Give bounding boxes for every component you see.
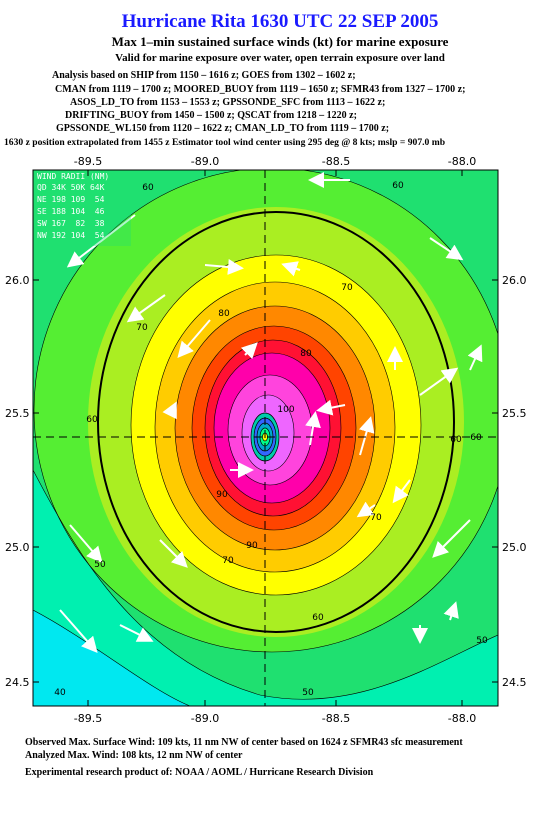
observed-note: Observed Max. Surface Wind: 109 kts, 11 … bbox=[25, 737, 463, 748]
wind-arrow bbox=[432, 519, 471, 558]
credit: Experimental research product of: NOAA /… bbox=[25, 767, 374, 778]
lat-label: 25.5 bbox=[502, 407, 527, 420]
lon-label: -88.5 bbox=[322, 155, 350, 168]
radii-row: NW 192 104 54 bbox=[37, 231, 105, 240]
contour-label: 80 bbox=[300, 349, 312, 359]
analysis-line: ASOS_LD_TO from 1153 – 1553 z; GPSSONDE_… bbox=[70, 97, 385, 108]
band-50 bbox=[33, 470, 498, 706]
wind-arrow bbox=[240, 342, 258, 360]
analysis-line: CMAN from 1119 – 1700 z; MOORED_BUOY fro… bbox=[55, 84, 465, 95]
wind-arrow bbox=[126, 294, 166, 323]
analysis-line: DRIFTING_BUOY from 1450 – 1500 z; QSCAT … bbox=[65, 110, 357, 121]
wind-arrow bbox=[281, 261, 301, 277]
wind-field bbox=[33, 170, 498, 706]
lat-label: 25.0 bbox=[502, 541, 527, 554]
wind-arrow bbox=[159, 539, 188, 568]
wind-arrow bbox=[356, 501, 376, 518]
wind-arrow bbox=[162, 401, 177, 420]
valid-note: Valid for marine exposure over water, op… bbox=[115, 52, 445, 64]
map-frame bbox=[32, 169, 499, 707]
wind-arrow bbox=[204, 259, 244, 275]
radii-row: SE 188 104 46 bbox=[37, 207, 105, 216]
lon-label: -88.0 bbox=[448, 712, 476, 725]
lat-label: 24.5 bbox=[5, 676, 30, 689]
analysis-line: GPSSONDE_WL150 from 1120 – 1622 z; CMAN_… bbox=[56, 123, 389, 134]
radii-header: QD 34K 50K 64K bbox=[37, 183, 105, 192]
contour-label: 90 bbox=[246, 541, 258, 551]
wind-arrow bbox=[305, 411, 321, 446]
radii-title: WIND RADII (NM) bbox=[37, 172, 109, 181]
lat-label: 25.0 bbox=[5, 541, 30, 554]
contour-70 bbox=[97, 211, 455, 633]
lon-label: -89.0 bbox=[191, 155, 219, 168]
wind-arrow bbox=[429, 237, 464, 261]
contour-label: 60 bbox=[470, 433, 482, 443]
lon-label: -88.5 bbox=[322, 712, 350, 725]
contour-label: 80 bbox=[218, 309, 230, 319]
contour-label: 50 bbox=[476, 636, 488, 646]
wind-arrow bbox=[69, 524, 103, 564]
subtitle: Max 1–min sustained surface winds (kt) f… bbox=[112, 34, 449, 49]
lon-label: -89.5 bbox=[74, 155, 102, 168]
contour-label: 60 bbox=[86, 415, 98, 425]
wind-arrow bbox=[419, 367, 459, 396]
wind-arrow bbox=[467, 344, 483, 371]
lat-label: 25.5 bbox=[5, 407, 30, 420]
contour-label: 40 bbox=[54, 688, 66, 698]
radii-box bbox=[33, 170, 131, 246]
wind-arrow bbox=[443, 601, 459, 621]
contour-label: 60 bbox=[392, 181, 404, 191]
lat-label: 26.0 bbox=[502, 274, 527, 287]
contour-label: 70 bbox=[222, 556, 234, 566]
contour-label: 60 bbox=[142, 183, 154, 193]
wind-arrow bbox=[177, 319, 211, 359]
lon-label: -89.5 bbox=[74, 712, 102, 725]
radii-row: NE 198 109 54 bbox=[37, 195, 105, 204]
contour-label: 60 bbox=[312, 613, 324, 623]
wind-arrow bbox=[66, 214, 136, 268]
contour-label: 60 bbox=[450, 435, 462, 445]
wind-arrow bbox=[316, 399, 346, 416]
analyzed-note: Analyzed Max. Wind: 108 kts, 12 nm NW of… bbox=[25, 750, 243, 761]
contour-label: 70 bbox=[136, 323, 148, 333]
wind-arrows bbox=[59, 172, 483, 654]
contour-label: 90 bbox=[216, 490, 228, 500]
lat-label: 24.5 bbox=[502, 676, 527, 689]
lon-label: -89.0 bbox=[191, 712, 219, 725]
wind-arrow bbox=[392, 479, 411, 504]
wind-arrow bbox=[119, 624, 154, 642]
lon-label: -88.0 bbox=[448, 155, 476, 168]
contour-label: 50 bbox=[302, 688, 314, 698]
contour-label: 70 bbox=[370, 513, 382, 523]
contour-label: 70 bbox=[341, 283, 353, 293]
contour-label: 100 bbox=[277, 405, 294, 415]
band-40 bbox=[33, 610, 190, 706]
analysis-line: Analysis based on SHIP from 1150 – 1616 … bbox=[52, 70, 356, 81]
position-note: 1630 z position extrapolated from 1455 z… bbox=[4, 137, 445, 148]
wind-arrow bbox=[59, 609, 98, 654]
contour-label: 50 bbox=[94, 560, 106, 570]
lat-label: 26.0 bbox=[5, 274, 30, 287]
radii-row: SW 167 82 38 bbox=[37, 219, 105, 228]
title: Hurricane Rita 1630 UTC 22 SEP 2005 bbox=[122, 11, 439, 32]
contours bbox=[33, 170, 498, 706]
